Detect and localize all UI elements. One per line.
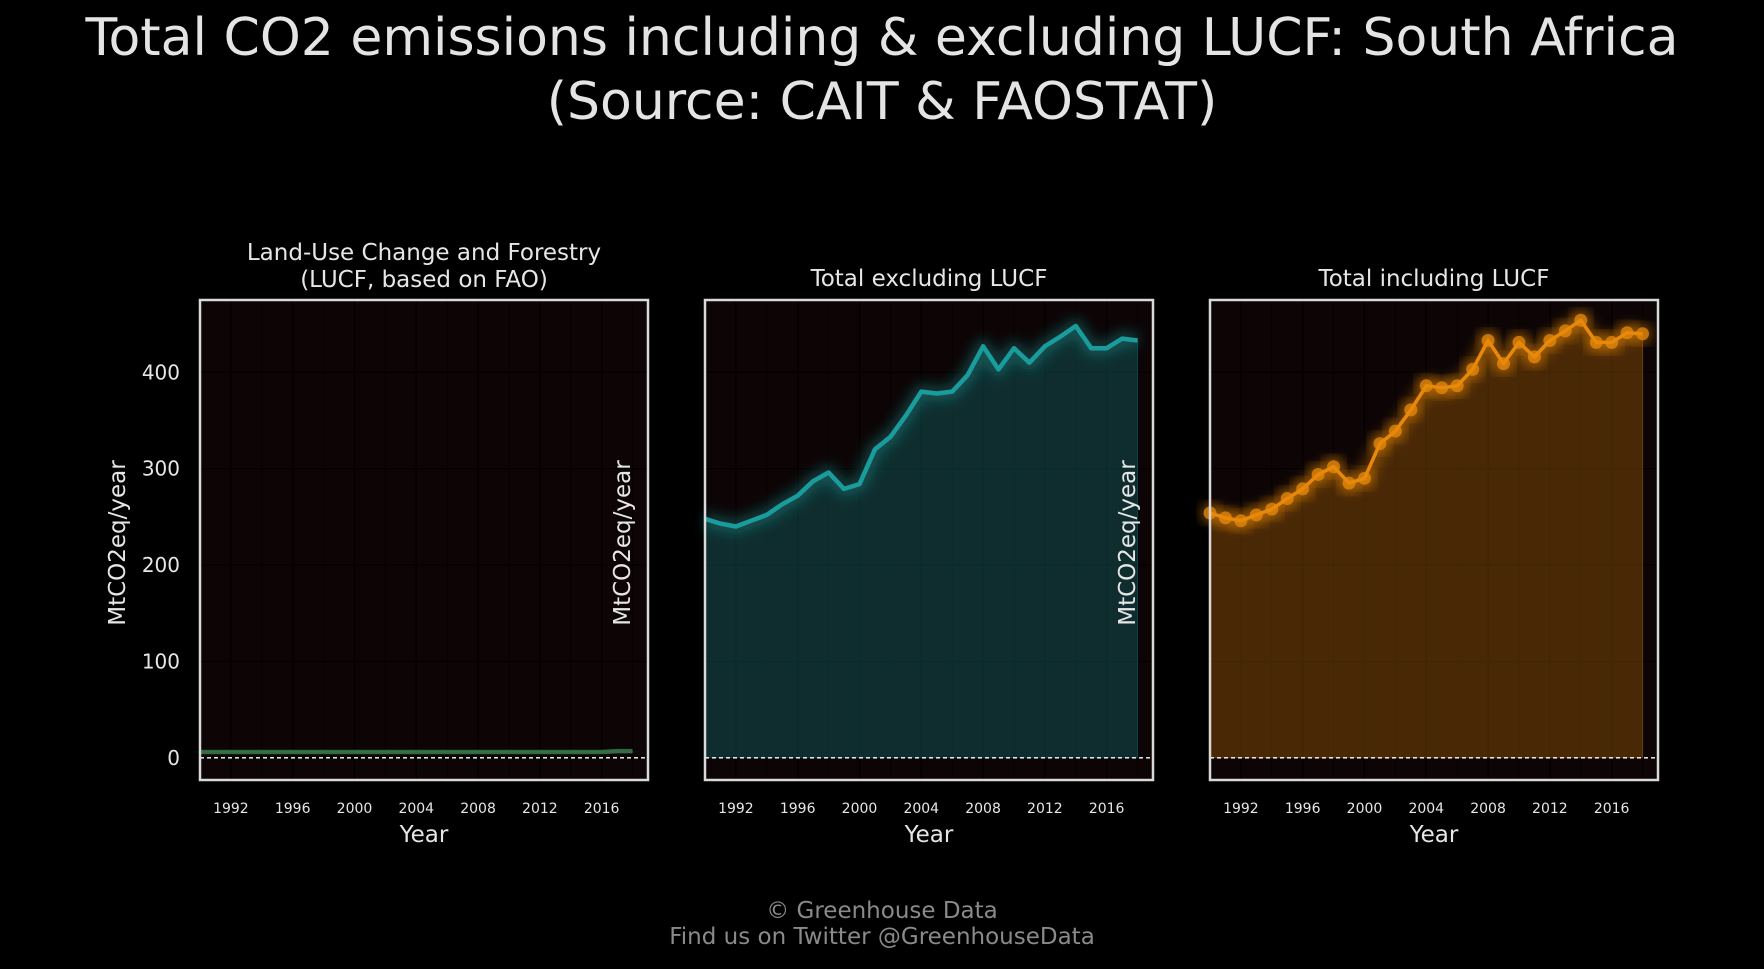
footer-line1: © Greenhouse Data — [766, 898, 998, 924]
chart-panel-3: Total including LUCF 1992 1996 2000 2004 2008… — [1115, 266, 1660, 848]
data-point — [1636, 327, 1650, 341]
y-axis-label: MtCO2eq/year — [1115, 460, 1141, 626]
data-point — [1589, 335, 1603, 349]
x-tick-label: 1992 — [718, 801, 754, 817]
footer-line2[interactable]: Find us on Twitter @GreenhouseData — [669, 924, 1095, 950]
x-tick-label: 2012 — [1532, 801, 1568, 817]
data-point — [1327, 460, 1341, 474]
panel-title: Total including LUCF — [1318, 266, 1550, 292]
chart-panel-1: Land-Use Change and Forestry(LUCF, based… — [105, 240, 650, 848]
data-point — [1466, 362, 1480, 376]
x-tick-label: 1996 — [780, 801, 816, 817]
y-tick-label: 400 — [142, 360, 180, 384]
data-point — [1450, 379, 1464, 393]
data-point — [1234, 514, 1248, 528]
x-tick-label: 1996 — [1285, 801, 1321, 817]
data-point — [1574, 313, 1588, 327]
x-tick-label: 2016 — [1089, 801, 1125, 817]
x-tick-label: 1992 — [213, 801, 249, 817]
x-axis-label: Year — [1409, 822, 1459, 848]
x-tick-label: 2000 — [337, 801, 373, 817]
x-tick-label: 2004 — [398, 801, 434, 817]
data-point — [1296, 482, 1310, 496]
plot-background — [705, 300, 1153, 780]
data-point — [1311, 467, 1325, 481]
data-point — [1512, 335, 1526, 349]
y-tick-label: 300 — [142, 457, 180, 481]
data-point — [1558, 324, 1572, 338]
main-title-line1: Total CO2 emissions including & excludin… — [85, 8, 1679, 68]
main-title-line2: (Source: CAIT & FAOSTAT) — [546, 72, 1218, 132]
y-axis-label: MtCO2eq/year — [105, 460, 131, 626]
x-axis-label: Year — [399, 822, 449, 848]
panel-title: (LUCF, based on FAO) — [300, 267, 548, 293]
y-tick-label: 100 — [142, 649, 180, 673]
x-tick-label: 2008 — [965, 801, 1001, 817]
series-line — [704, 323, 1138, 529]
plot-background — [200, 300, 648, 780]
x-tick-label: 1996 — [275, 801, 311, 817]
data-point — [1543, 333, 1557, 347]
panel-title: Land-Use Change and Forestry — [247, 240, 601, 266]
data-point — [1218, 511, 1232, 525]
data-point — [1419, 379, 1433, 393]
data-point — [1265, 502, 1279, 516]
y-tick-label: 0 — [167, 746, 180, 770]
x-axis-label: Year — [904, 822, 954, 848]
data-point — [1435, 381, 1449, 395]
x-tick-label: 2008 — [460, 801, 496, 817]
data-point — [1404, 403, 1418, 417]
x-tick-label: 2004 — [1408, 801, 1444, 817]
data-point — [1357, 471, 1371, 485]
x-tick-label: 2000 — [1347, 801, 1383, 817]
plot-frame — [1208, 298, 1660, 782]
data-point — [1280, 492, 1294, 506]
x-tick-label: 2008 — [1470, 801, 1506, 817]
data-point — [1249, 508, 1263, 522]
x-tick-label: 2016 — [1594, 801, 1630, 817]
x-tick-label: 2004 — [903, 801, 939, 817]
footer-credits: © Greenhouse Data Find us on Twitter @Gr… — [0, 898, 1764, 950]
data-point — [1342, 476, 1356, 490]
x-tick-label: 2012 — [522, 801, 558, 817]
data-point — [1605, 335, 1619, 349]
data-point — [1497, 357, 1511, 371]
data-point — [1527, 350, 1541, 364]
data-point — [1373, 437, 1387, 451]
x-tick-label: 2012 — [1027, 801, 1063, 817]
y-axis-label: MtCO2eq/year — [610, 460, 636, 626]
plot-frame — [703, 298, 1155, 782]
x-tick-label: 1992 — [1223, 801, 1259, 817]
chart-panel-2: Total excluding LUCF 1992 1996 2000 2004 2008… — [610, 266, 1155, 848]
data-point — [1388, 424, 1402, 438]
y-tick-label: 200 — [142, 553, 180, 577]
panel-title: Total excluding LUCF — [810, 266, 1048, 292]
series-line — [200, 748, 633, 755]
x-tick-label: 2000 — [842, 801, 878, 817]
data-point — [1481, 333, 1495, 347]
data-point — [1620, 326, 1634, 340]
plot-frame — [198, 298, 650, 782]
x-tick-label: 2016 — [584, 801, 620, 817]
chart-main-title: Total CO2 emissions including & excludin… — [0, 6, 1764, 134]
